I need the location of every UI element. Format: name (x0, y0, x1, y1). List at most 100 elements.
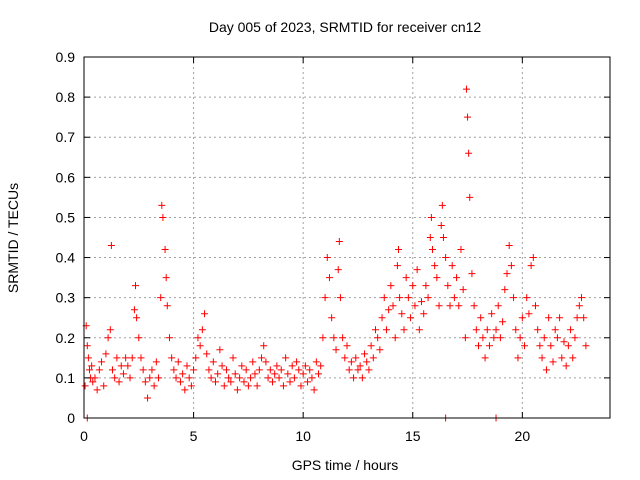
data-point (514, 354, 522, 362)
data-point (242, 366, 250, 374)
data-point (358, 374, 366, 382)
data-point (330, 334, 338, 342)
data-point (201, 310, 209, 318)
data-point (98, 358, 106, 366)
data-point (485, 342, 493, 350)
data-point (350, 374, 358, 382)
data-point (433, 274, 441, 282)
data-point (233, 386, 241, 394)
data-point (111, 374, 119, 382)
data-point (424, 294, 432, 302)
data-point (398, 310, 406, 318)
data-point (106, 326, 114, 334)
data-point (222, 366, 230, 374)
data-point (512, 326, 520, 334)
y-tick-label: 0.9 (56, 49, 76, 65)
data-point (335, 238, 343, 246)
data-point (361, 350, 369, 358)
data-point (150, 382, 158, 390)
axis-ticks (83, 56, 610, 419)
data-point (499, 318, 507, 326)
data-point (347, 358, 355, 366)
data-point (218, 362, 226, 370)
data-point (475, 342, 482, 350)
data-point (227, 378, 235, 386)
data-point (157, 294, 165, 302)
data-point (236, 374, 244, 382)
data-point (442, 254, 450, 262)
data-point (102, 350, 110, 358)
data-point (130, 306, 138, 314)
data-point (494, 302, 502, 310)
data-point (538, 354, 546, 362)
data-point (126, 374, 134, 382)
data-point (288, 362, 296, 370)
data-point (422, 282, 430, 290)
data-point (571, 334, 579, 342)
data-point (279, 382, 287, 390)
data-point (534, 326, 542, 334)
data-point (183, 362, 191, 370)
y-tick-label: 0.6 (56, 169, 76, 185)
data-point (420, 310, 428, 318)
data-point (481, 354, 489, 362)
data-point (277, 366, 285, 374)
data-point (321, 294, 329, 302)
data-point (549, 358, 557, 366)
data-point (428, 246, 436, 254)
data-point (295, 366, 303, 374)
data-point (284, 370, 292, 378)
data-point (174, 358, 182, 366)
data-point (317, 362, 325, 370)
data-point (108, 366, 116, 374)
data-point (271, 370, 279, 378)
data-point (413, 266, 421, 274)
data-point (468, 270, 476, 278)
data-point (244, 382, 252, 390)
data-point (505, 242, 513, 250)
data-point (521, 342, 529, 350)
data-point (542, 366, 550, 374)
data-point (181, 386, 189, 394)
data-point (461, 334, 469, 342)
data-point (152, 358, 160, 366)
data-point (161, 246, 169, 254)
data-point (91, 374, 99, 382)
y-axis-title: SRMTID / TECUs (5, 183, 21, 293)
data-point (472, 326, 480, 334)
data-point (479, 334, 487, 342)
data-point (389, 302, 397, 310)
data-point (400, 326, 408, 334)
data-point (332, 346, 340, 354)
data-point (247, 374, 255, 382)
data-point (216, 346, 224, 354)
data-point (336, 294, 344, 302)
data-point (176, 378, 184, 386)
data-point (459, 286, 467, 294)
x-tick-label: 5 (190, 428, 198, 444)
data-point (523, 294, 531, 302)
data-point (293, 358, 301, 366)
data-point (483, 326, 491, 334)
data-point (507, 262, 515, 270)
data-point (165, 334, 173, 342)
data-point (133, 314, 141, 322)
data-point (488, 310, 496, 318)
data-point (457, 246, 465, 254)
data-point (439, 234, 447, 241)
x-tick-label: 15 (405, 428, 421, 444)
data-point (212, 378, 219, 386)
x-tick-label: 20 (515, 428, 531, 444)
y-tick-labels: 0 0.1 0.2 0.3 0.4 0.5 0.6 0.7 0.8 0.9 (56, 49, 76, 426)
data-point (158, 201, 166, 209)
data-point (170, 366, 178, 374)
data-point (341, 354, 349, 362)
data-point (301, 362, 309, 370)
data-point (411, 302, 419, 310)
data-point (139, 366, 147, 374)
data-point (547, 342, 555, 350)
data-point (501, 286, 509, 294)
x-tick-label: 0 (80, 428, 88, 444)
data-point (496, 334, 504, 342)
data-point (203, 350, 211, 358)
